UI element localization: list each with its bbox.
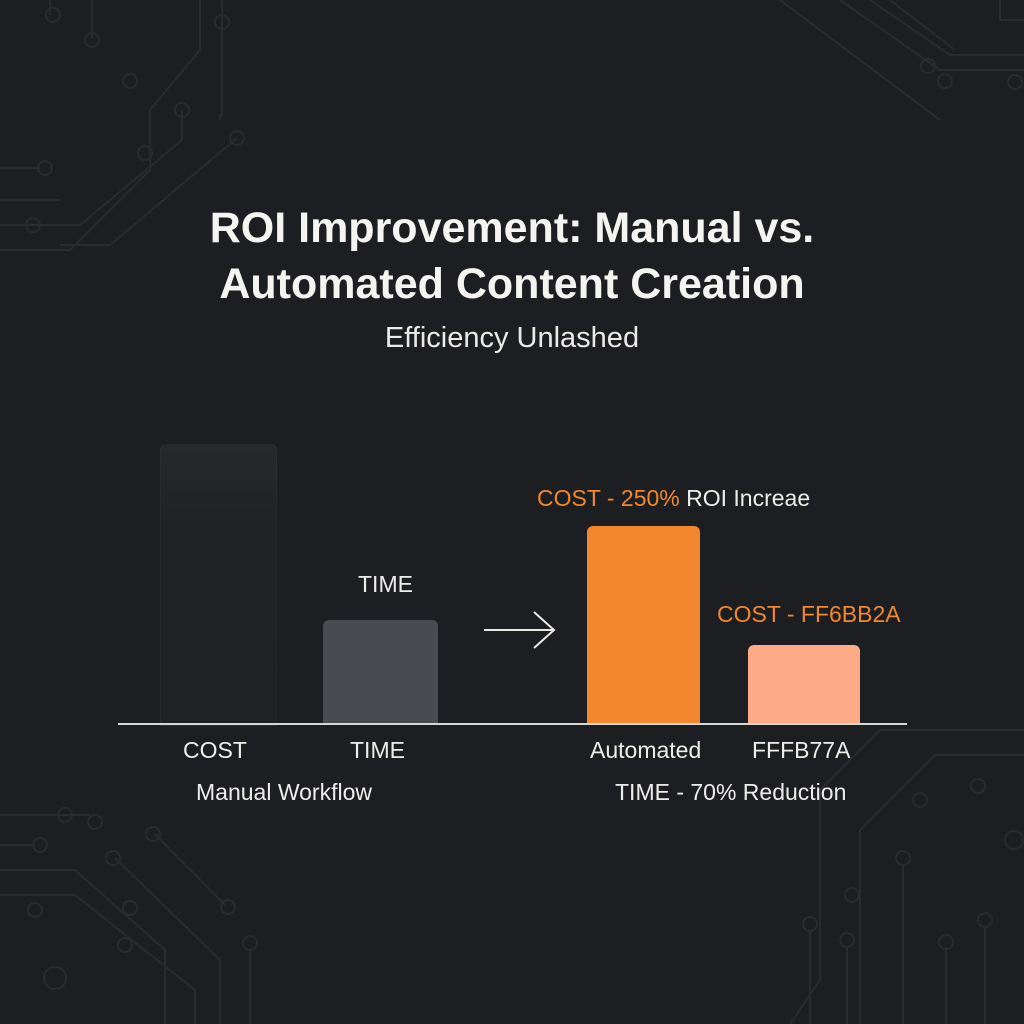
manual-time-top-label: TIME: [358, 571, 413, 597]
chart-title: ROI Improvement: Manual vs. Automated Co…: [0, 200, 1024, 312]
x-axis-baseline: [118, 723, 907, 725]
arrow-right-icon: [484, 611, 556, 649]
manual-cost-bar: [160, 444, 277, 726]
axis-label-cost: COST: [183, 737, 247, 763]
automated-cost-top-label: COST - 250% ROI Increae: [537, 485, 810, 512]
group-label-manual: Manual Workflow: [196, 779, 372, 805]
chart-title-line-1: ROI Improvement: Manual vs.: [209, 204, 815, 252]
axis-label-time: TIME: [350, 737, 405, 763]
roi-increase-text: ROI Increae: [679, 485, 811, 511]
automated-time-top-label: COST - FF6BB2A: [717, 601, 901, 627]
automated-time-bar: [748, 645, 860, 724]
automated-cost-bar: [587, 526, 700, 724]
chart-subtitle: Efficiency Unlashed: [384, 322, 640, 354]
group-label-automated: TIME - 70% Reduction: [615, 779, 847, 805]
manual-time-bar: [323, 620, 438, 724]
axis-label-fffb77a: FFFB77A: [752, 737, 851, 763]
chart-title-line-2: Automated Content Creation: [219, 260, 805, 308]
roi-percent-text: COST - 250%: [537, 485, 680, 511]
axis-label-automated: Automated: [590, 737, 702, 763]
